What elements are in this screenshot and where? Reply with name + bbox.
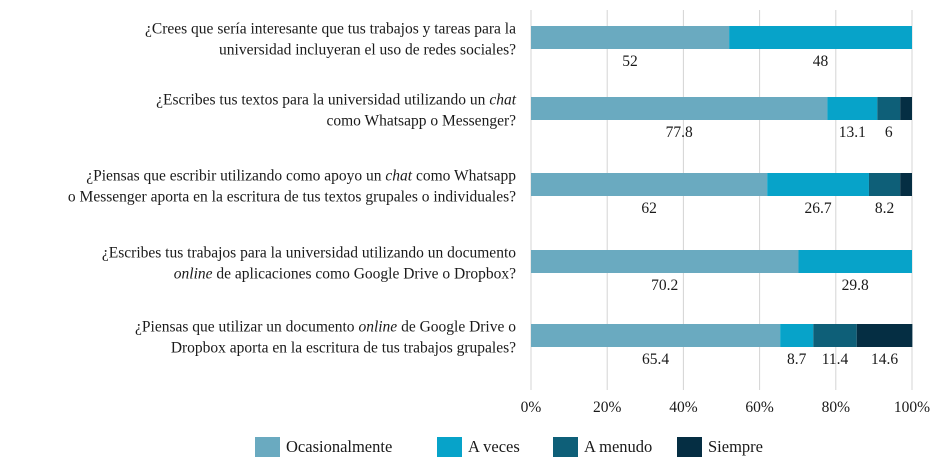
data-label: 11.4 (822, 351, 849, 368)
bar-segment (729, 26, 912, 49)
bar-segment (531, 324, 781, 347)
data-label: 8.7 (787, 351, 807, 368)
label-run: online (358, 319, 397, 336)
category-labels: ¿Crees que sería interesante que tus tra… (68, 21, 517, 357)
bar-segment (531, 26, 730, 49)
bar-segment (827, 97, 878, 120)
x-tick-label: 80% (822, 399, 851, 416)
category-label-line: universidad incluyeran el uso de redes s… (219, 42, 516, 59)
data-labels: 52 48 77.8 13.1 6 62 26.7 8.2 70.2 29.8 65.4 8.7 11.… (622, 53, 898, 368)
data-label: 6 (885, 124, 893, 141)
x-tick-label: 0% (521, 399, 542, 416)
label-run: chat (385, 168, 412, 185)
bar-segment (531, 250, 799, 273)
category-label-line: online de aplicaciones como Google Drive… (174, 266, 516, 283)
label-run: ¿Escribes tus textos para la universidad… (156, 92, 489, 109)
legend-swatch (255, 437, 280, 457)
category-label-line: Dropbox aporta en la escritura de tus tr… (171, 340, 516, 357)
legend-label: A veces (468, 437, 520, 456)
data-label: 29.8 (842, 277, 869, 294)
category-label: ¿Piensas que escribir utilizando como ap… (68, 168, 516, 206)
label-run: como Whatsapp (412, 168, 516, 185)
category-label: ¿Crees que sería interesante que tus tra… (145, 21, 516, 59)
bar-segment (531, 173, 768, 196)
category-label-line: ¿Crees que sería interesante que tus tra… (145, 21, 516, 38)
bar-segment (868, 173, 901, 196)
stacked-bar-chart: 52 48 77.8 13.1 6 62 26.7 8.2 70.2 29.8 65.4 8.7 11.… (68, 10, 931, 416)
bar-segment (856, 324, 913, 347)
data-label: 13.1 (839, 124, 866, 141)
label-run: Dropbox aporta en la escritura de tus tr… (171, 340, 516, 357)
legend-swatch (553, 437, 578, 457)
bar-segment (798, 250, 912, 273)
data-label: 62 (641, 200, 657, 217)
data-label: 8.2 (875, 200, 894, 217)
category-label: ¿Piensas que utilizar un documento onlin… (135, 319, 516, 357)
bar-segment (767, 173, 869, 196)
label-run: ¿Piensas que utilizar un documento (135, 319, 358, 336)
label-run: ¿Crees que sería interesante que tus tra… (145, 21, 516, 38)
label-run: chat (489, 92, 516, 109)
data-label: 70.2 (651, 277, 678, 294)
bar-segment (813, 324, 857, 347)
x-tick-label: 20% (593, 399, 622, 416)
x-tick-label: 100% (894, 399, 930, 416)
label-run: de aplicaciones como Google Drive o Drop… (213, 266, 517, 283)
legend-label: Ocasionalmente (286, 437, 393, 456)
data-label: 14.6 (871, 351, 898, 368)
legend: Ocasionalmente A veces A menudo Siempre (0, 436, 937, 458)
bar-segment (900, 97, 912, 120)
data-label: 65.4 (642, 351, 669, 368)
x-tick-label: 40% (669, 399, 698, 416)
label-run: o Messenger aporta en la escritura de tu… (68, 189, 516, 206)
category-label-line: ¿Escribes tus textos para la universidad… (156, 92, 517, 109)
category-label-line: ¿Piensas que escribir utilizando como ap… (86, 168, 516, 185)
data-label: 48 (813, 53, 829, 70)
legend-swatch (437, 437, 462, 457)
x-tick-label: 60% (745, 399, 774, 416)
label-run: de Google Drive o (397, 319, 516, 336)
label-run: universidad incluyeran el uso de redes s… (219, 42, 516, 59)
bar-segment (877, 97, 901, 120)
legend-item: Ocasionalmente (255, 436, 392, 458)
legend-swatch (677, 437, 702, 457)
category-label-line: ¿Piensas que utilizar un documento onlin… (135, 319, 516, 336)
category-label: ¿Escribes tus textos para la universidad… (156, 92, 517, 130)
data-label: 77.8 (666, 124, 693, 141)
category-label-line: ¿Escribes tus trabajos para la universid… (102, 245, 516, 262)
legend-item: A veces (437, 436, 520, 458)
legend-item: Siempre (677, 436, 763, 458)
label-run: online (174, 266, 213, 283)
bar-segment (900, 173, 912, 196)
data-label: 52 (622, 53, 638, 70)
bars (531, 26, 913, 347)
data-label: 26.7 (805, 200, 832, 217)
legend-label: Siempre (708, 437, 763, 456)
label-run: como Whatsapp o Messenger? (326, 113, 516, 130)
x-axis-ticks: 0% 20% 40% 60% 80% 100% (521, 399, 931, 416)
label-run: ¿Piensas que escribir utilizando como ap… (86, 168, 385, 185)
bar-segment (531, 97, 828, 120)
category-label-line: o Messenger aporta en la escritura de tu… (68, 189, 516, 206)
label-run: ¿Escribes tus trabajos para la universid… (102, 245, 516, 262)
legend-label: A menudo (584, 437, 653, 456)
category-label: ¿Escribes tus trabajos para la universid… (102, 245, 516, 283)
legend-item: A menudo (553, 436, 652, 458)
bar-segment (780, 324, 814, 347)
category-label-line: como Whatsapp o Messenger? (326, 113, 516, 130)
